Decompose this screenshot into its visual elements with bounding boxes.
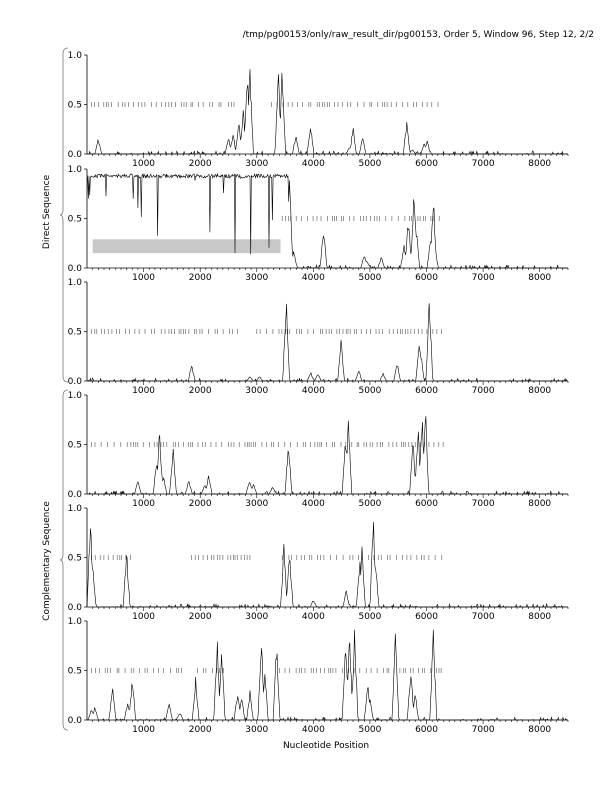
x-tick-label: 7000 <box>472 725 495 735</box>
x-tick-label: 4000 <box>302 725 325 735</box>
x-tick-label: 2000 <box>189 612 212 622</box>
y-tick-label: 0.0 <box>68 150 83 160</box>
x-tick-label: 3000 <box>245 386 268 396</box>
y-tick-label: 0.0 <box>68 490 83 500</box>
panel-5: 0.0 0.5 1.0 1000 2000 3000 4000 5000 6000 7000 800… <box>68 504 569 622</box>
x-tick-label: 8000 <box>528 159 551 169</box>
x-tick-label: 3000 <box>245 273 268 283</box>
y-tick-label: 1.0 <box>68 504 83 514</box>
x-tick-label: 4000 <box>302 273 325 283</box>
x-tick-label: 7000 <box>472 386 495 396</box>
x-tick-label: 5000 <box>358 725 381 735</box>
x-tick-label: 2000 <box>189 499 212 509</box>
x-axis-label: Nucleotide Position <box>283 741 369 751</box>
x-tick-label: 5000 <box>358 386 381 396</box>
y-tick-label: 1.0 <box>68 278 83 288</box>
panel-1: 0.0 0.5 1.0 1000 2000 3000 4000 5000 6000 7000 800… <box>68 51 569 169</box>
y-tick-label: 0.5 <box>68 101 82 111</box>
y-tick-label: 0.5 <box>68 215 82 225</box>
x-tick-label: 5000 <box>358 499 381 509</box>
y-tick-label: 1.0 <box>68 617 83 627</box>
x-tick-label: 5000 <box>358 612 381 622</box>
signal-line <box>87 303 568 382</box>
x-tick-label: 6000 <box>415 725 438 735</box>
x-tick-label: 3000 <box>245 725 268 735</box>
y-tick-label: 0.5 <box>68 667 82 677</box>
panel-2: 0.0 0.5 1.0 1000 2000 3000 4000 5000 6000 7000 800… <box>68 165 569 283</box>
chart-title: /tmp/pg00153/only/raw_result_dir/pg00153… <box>243 30 594 40</box>
x-tick-label: 7000 <box>472 612 495 622</box>
x-tick-label: 2000 <box>189 273 212 283</box>
y-tick-label: 0.5 <box>68 328 82 338</box>
x-tick-label: 8000 <box>528 725 551 735</box>
x-tick-label: 8000 <box>528 499 551 509</box>
signal-line <box>86 521 568 609</box>
x-tick-label: 6000 <box>415 159 438 169</box>
y-tick-label: 0.0 <box>68 603 83 613</box>
x-tick-label: 1000 <box>132 386 155 396</box>
y-tick-label: 0.0 <box>68 264 83 274</box>
x-tick-label: 6000 <box>415 273 438 283</box>
y-tick-label: 1.0 <box>68 165 83 175</box>
x-tick-label: 5000 <box>358 273 381 283</box>
x-tick-label: 4000 <box>302 499 325 509</box>
panel-4: 0.0 0.5 1.0 1000 2000 3000 4000 5000 6000 7000 800… <box>68 391 569 509</box>
complementary-sequence-label: Complementary Sequence <box>42 501 52 621</box>
y-tick-label: 1.0 <box>68 51 83 61</box>
x-tick-label: 2000 <box>189 386 212 396</box>
x-tick-label: 6000 <box>415 386 438 396</box>
x-tick-label: 6000 <box>415 612 438 622</box>
complementary-sequence-brace <box>59 389 69 731</box>
x-tick-label: 4000 <box>302 159 325 169</box>
x-tick-label: 2000 <box>189 725 212 735</box>
x-tick-label: 8000 <box>528 273 551 283</box>
signal-line <box>87 69 568 156</box>
x-tick-label: 6000 <box>415 499 438 509</box>
x-tick-label: 8000 <box>528 612 551 622</box>
x-tick-label: 3000 <box>245 612 268 622</box>
panel-3: 0.0 0.5 1.0 1000 2000 3000 4000 5000 6000 7000 800… <box>68 278 569 396</box>
x-tick-label: 7000 <box>472 273 495 283</box>
x-tick-label: 1000 <box>132 725 155 735</box>
x-tick-label: 7000 <box>472 159 495 169</box>
panel-6: 0.0 0.5 1.0 1000 2000 3000 4000 5000 6000 7000 800… <box>68 617 569 735</box>
direct-sequence-brace <box>59 47 69 383</box>
signal-line <box>87 416 568 496</box>
x-tick-label: 3000 <box>245 159 268 169</box>
shaded-region <box>92 239 281 254</box>
x-tick-label: 5000 <box>358 159 381 169</box>
y-tick-label: 0.0 <box>68 716 83 726</box>
y-tick-label: 0.5 <box>68 441 82 451</box>
chart-panels: 0.0 0.5 1.0 1000 2000 3000 4000 5000 6000 7000 800… <box>68 51 569 735</box>
direct-sequence-label: Direct Sequence <box>42 174 52 249</box>
signal-line <box>87 629 568 722</box>
x-tick-label: 1000 <box>132 159 155 169</box>
x-tick-label: 7000 <box>472 499 495 509</box>
x-tick-label: 1000 <box>132 273 155 283</box>
y-tick-label: 0.5 <box>68 554 82 564</box>
x-tick-label: 1000 <box>132 612 155 622</box>
x-tick-label: 1000 <box>132 499 155 509</box>
y-tick-label: 0.0 <box>68 377 83 387</box>
x-tick-label: 4000 <box>302 612 325 622</box>
x-tick-label: 8000 <box>528 386 551 396</box>
y-tick-label: 1.0 <box>68 391 83 401</box>
x-tick-label: 3000 <box>245 499 268 509</box>
x-tick-label: 2000 <box>189 159 212 169</box>
x-tick-label: 4000 <box>302 386 325 396</box>
